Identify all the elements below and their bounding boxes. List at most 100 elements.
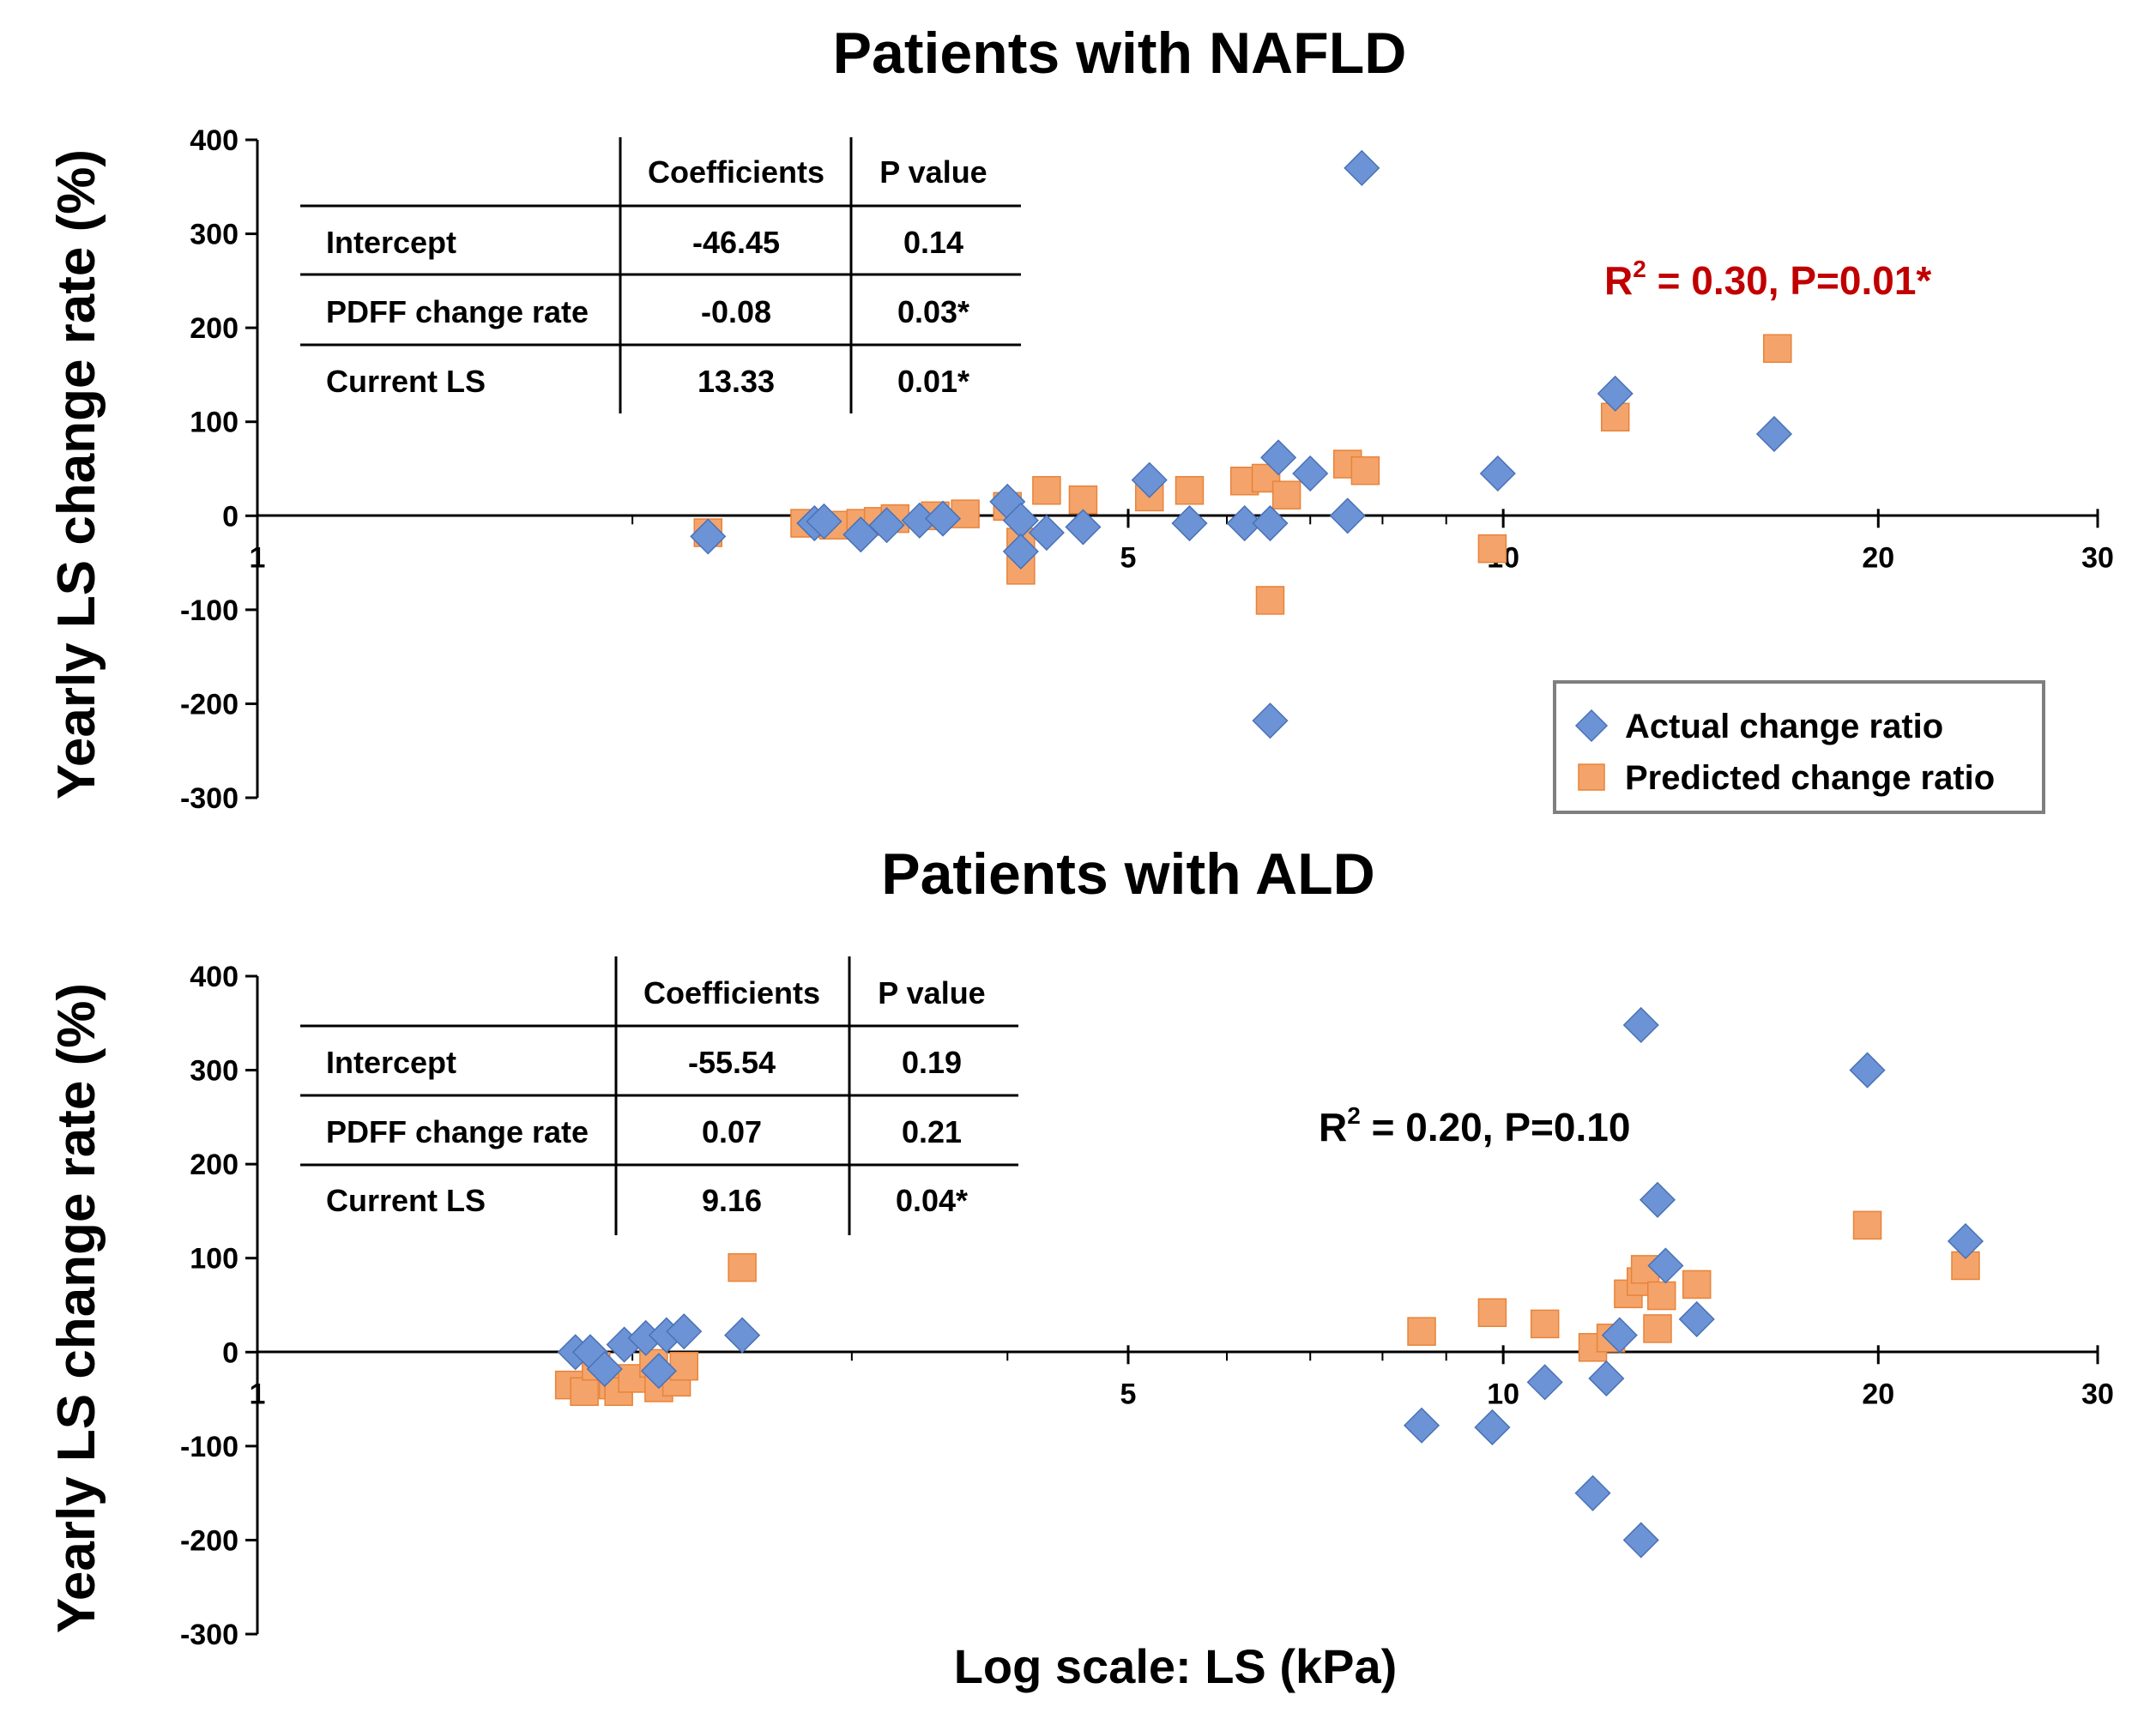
panel-nafld: Patients with NAFLD Yearly LS change rat… — [47, 21, 2114, 815]
panel-ald: Patients with ALD Yearly LS change rate … — [47, 841, 2114, 1693]
table-row-label: PDFF change rate — [326, 1114, 589, 1149]
predicted-point — [1763, 334, 1792, 363]
table-cell-coef: -0.08 — [701, 294, 771, 329]
actual-point — [1601, 1317, 1638, 1354]
table-cell-p: 0.14 — [903, 225, 963, 260]
legend: Actual change ratio Predicted change rat… — [1553, 680, 2045, 814]
table-cell-p: 0.21 — [902, 1114, 962, 1149]
actual-point — [1226, 504, 1263, 542]
panel-title: Patients with ALD — [881, 841, 1375, 907]
predicted-point — [1477, 1298, 1507, 1328]
table-row-label: Intercept — [326, 225, 456, 260]
actual-point — [1171, 504, 1208, 542]
actual-point — [1755, 415, 1793, 453]
y-tick-label: 0 — [222, 1336, 239, 1369]
actual-point — [1252, 504, 1289, 542]
table-row-label: Intercept — [326, 1045, 456, 1080]
predicted-point — [1350, 455, 1380, 486]
table-cell-p: 0.04* — [896, 1183, 968, 1218]
y-tick-label: 300 — [190, 1055, 239, 1088]
y-tick-label: -100 — [180, 594, 239, 627]
actual-point — [868, 507, 905, 544]
x-tick-label: 10 — [1487, 1378, 1519, 1410]
actual-point — [1474, 1408, 1511, 1446]
actual-point — [1479, 455, 1516, 492]
data-points — [554, 1006, 1984, 1559]
stat-superscript: 2 — [1633, 256, 1646, 282]
y-tick-label: -300 — [180, 1619, 239, 1651]
y-tick-label: 100 — [190, 1243, 239, 1276]
predicted-point — [1852, 1210, 1882, 1240]
actual-point — [1678, 1300, 1715, 1338]
actual-point — [1065, 509, 1102, 546]
actual-point — [1947, 1222, 1984, 1260]
actual-point — [1403, 1407, 1440, 1444]
actual-point — [1574, 1475, 1611, 1511]
predicted-point — [728, 1252, 757, 1282]
actual-point — [1588, 1360, 1625, 1397]
actual-point — [1526, 1364, 1563, 1401]
actual-point — [924, 500, 962, 537]
actual-point — [1131, 461, 1168, 498]
predicted-point — [570, 1377, 599, 1407]
x-tick-label: 30 — [2081, 541, 2114, 574]
actual-point — [806, 503, 842, 540]
predicted-point — [1407, 1317, 1436, 1346]
table-header-coefficients: Coefficients — [648, 154, 824, 190]
table-row-label: Current LS — [326, 1183, 486, 1218]
predicted-point — [1068, 485, 1098, 515]
table-cell-coef: 9.16 — [702, 1183, 762, 1218]
x-axis-label: Log scale: LS (kPa) — [954, 1639, 1398, 1693]
table-header-coefficients: Coefficients — [643, 975, 820, 1010]
panel-title: Patients with NAFLD — [833, 21, 1407, 86]
y-tick-label: -200 — [180, 1524, 239, 1557]
y-tick-label: 400 — [190, 124, 239, 157]
table-cell-p: 0.01* — [897, 364, 969, 399]
predicted-point — [1646, 1281, 1676, 1311]
x-tick-label: 5 — [1120, 541, 1137, 574]
y-tick-label: -300 — [180, 782, 239, 815]
x-tick-label: 5 — [1120, 1378, 1137, 1410]
regression-stat: R2 = 0.20, P=0.10 — [1319, 1102, 1630, 1149]
table-cell-coef: 0.07 — [702, 1114, 762, 1149]
predicted-point — [1032, 475, 1061, 505]
stat-superscript: 2 — [1347, 1102, 1361, 1129]
actual-point — [1028, 514, 1065, 552]
stat-r: R — [1604, 258, 1633, 303]
actual-point — [1622, 1006, 1659, 1044]
actual-point — [1252, 703, 1289, 739]
table-cell-p: 0.03* — [897, 294, 969, 329]
predicted-point — [1643, 1314, 1672, 1343]
actual-point — [1329, 498, 1366, 534]
actual-point — [1344, 149, 1380, 186]
y-axis-label: Yearly LS change rate (%) — [47, 983, 106, 1633]
predicted-point — [1175, 475, 1205, 505]
table-cell-p: 0.19 — [902, 1045, 962, 1080]
predicted-point — [669, 1351, 698, 1381]
legend-label-predicted: Predicted change ratio — [1625, 759, 1995, 797]
y-tick-label: -100 — [180, 1431, 239, 1463]
y-tick-label: 200 — [190, 312, 239, 345]
coefficient-table: Coefficients P value Intercept -46.45 0.… — [300, 137, 1021, 413]
actual-point — [586, 1350, 623, 1388]
stat-value: = 0.20, P=0.10 — [1361, 1105, 1631, 1149]
y-tick-label: 200 — [190, 1149, 239, 1181]
y-tick-label: -200 — [180, 688, 239, 721]
actual-point — [842, 516, 879, 553]
regression-stat: R2 = 0.30, P=0.01* — [1604, 256, 1931, 303]
actual-point — [1260, 439, 1297, 476]
x-tick-label: 20 — [1862, 1378, 1894, 1410]
table-cell-coef: -55.54 — [688, 1045, 776, 1080]
actual-point — [690, 518, 727, 555]
data-points — [690, 149, 1793, 739]
legend-label-actual: Actual change ratio — [1625, 708, 1943, 745]
x-tick-label: 1 — [250, 1378, 266, 1410]
y-tick-label: 400 — [190, 961, 239, 993]
actual-point — [1849, 1052, 1886, 1089]
x-tick-label: 30 — [2081, 1378, 2114, 1410]
predicted-point — [1271, 480, 1301, 510]
x-tick-label: 20 — [1862, 541, 1894, 574]
actual-point — [724, 1317, 761, 1354]
table-row-label: PDFF change rate — [326, 294, 589, 329]
